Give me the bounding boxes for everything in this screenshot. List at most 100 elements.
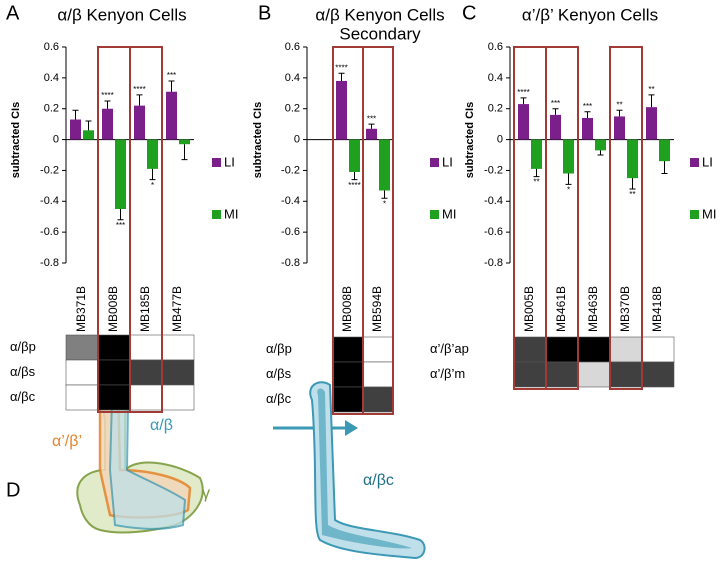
- y-axis-label: subtracted CIs: [252, 102, 264, 178]
- row-label: α/βc: [10, 389, 36, 404]
- heatmap-cell: [333, 387, 363, 412]
- heatmap-cell: [363, 362, 393, 387]
- heatmap-cell: [66, 385, 98, 410]
- bar: [349, 140, 360, 172]
- y-tick-label: -0.2: [281, 164, 300, 176]
- y-axis-label: subtracted CIs: [10, 102, 22, 178]
- y-tick-label: -0.6: [281, 226, 300, 238]
- x-tick-label: MB461B: [554, 286, 568, 332]
- significance: ****: [335, 63, 347, 72]
- y-tick-label: 0: [294, 133, 300, 145]
- heatmap-cell: [66, 335, 98, 360]
- heatmap-cell: [98, 335, 130, 360]
- heatmap-cell: [610, 337, 642, 362]
- significance: ***: [583, 102, 592, 111]
- legend-marker: [430, 158, 439, 167]
- legend-marker: [430, 210, 439, 219]
- legend-label: MI: [442, 206, 456, 221]
- y-tick-label: 0.6: [44, 41, 59, 53]
- bar: [563, 140, 574, 174]
- bar: [147, 140, 158, 169]
- chart-title: α/β Kenyon Cells: [315, 5, 444, 24]
- heatmap-cell: [66, 360, 98, 385]
- y-tick-label: 0.6: [488, 41, 503, 53]
- y-tick-label: -0.4: [40, 195, 59, 207]
- bar: [134, 106, 145, 140]
- x-tick-label: MB463B: [586, 286, 600, 332]
- y-tick-label: 0: [53, 133, 59, 145]
- bar: [366, 129, 377, 140]
- diagram-label: α’/β’: [52, 433, 82, 450]
- diagram-label: α/βc: [363, 472, 394, 489]
- significance: ****: [348, 181, 360, 190]
- heatmap-cell: [98, 360, 130, 385]
- bar: [659, 140, 670, 162]
- x-tick-label: MB477B: [170, 286, 184, 332]
- bar: [115, 140, 126, 209]
- y-tick-label: 0: [497, 133, 503, 145]
- significance: ***: [551, 99, 560, 108]
- error-bar: [534, 169, 540, 177]
- diagram-label: γ: [202, 485, 210, 502]
- significance: *: [567, 185, 570, 194]
- error-bar: [649, 95, 655, 107]
- bar: [379, 140, 390, 191]
- y-tick-label: -0.8: [40, 257, 59, 269]
- legend-marker: [212, 158, 221, 167]
- y-axis-label: subtracted CIs: [464, 102, 476, 178]
- row-label: α/βs: [266, 366, 292, 381]
- bar: [550, 115, 561, 140]
- heatmap-cell: [333, 337, 363, 362]
- panel: Aα/β Kenyon Cellssubtracted CIs0.60.40.2…: [6, 2, 238, 412]
- heatmap-cell: [130, 360, 162, 385]
- significance: ****: [101, 91, 113, 100]
- bar: [646, 107, 657, 139]
- y-tick-label: -0.2: [484, 164, 503, 176]
- error-bar: [521, 98, 527, 104]
- error-bar: [169, 81, 175, 92]
- error-bar: [662, 161, 668, 173]
- heatmap-cell: [546, 337, 578, 362]
- y-tick-label: 0.4: [44, 72, 59, 84]
- bar: [627, 140, 638, 179]
- heatmap-cell: [162, 335, 194, 360]
- error-bar: [339, 73, 345, 81]
- error-bar: [382, 190, 388, 198]
- bar: [70, 120, 81, 140]
- error-bar: [182, 144, 188, 159]
- row-label: α’/β’ap: [430, 341, 469, 356]
- bar: [614, 116, 625, 139]
- significance: **: [533, 178, 539, 187]
- bar: [166, 92, 177, 140]
- significance: **: [616, 100, 622, 109]
- heatmap-cell: [130, 385, 162, 410]
- legend-marker: [690, 158, 699, 167]
- legend-label: LI: [442, 154, 453, 169]
- x-tick-label: MB594B: [370, 286, 384, 332]
- heatmap-cell: [642, 337, 674, 362]
- heatmap-cell: [610, 362, 642, 387]
- error-bar: [553, 109, 559, 115]
- y-tick-label: -0.8: [281, 257, 300, 269]
- y-tick-label: -0.2: [40, 164, 59, 176]
- error-bar: [617, 110, 623, 116]
- panel-letter: C: [462, 2, 476, 24]
- error-bar: [566, 174, 572, 185]
- legend-label: LI: [224, 154, 235, 169]
- y-tick-label: -0.4: [484, 195, 503, 207]
- bar: [582, 118, 593, 140]
- legend-label: MI: [224, 206, 238, 221]
- significance: ***: [367, 114, 376, 123]
- heatmap-cell: [363, 337, 393, 362]
- bar: [518, 104, 529, 139]
- x-tick-label: MB371B: [74, 286, 88, 332]
- x-tick-label: MB008B: [340, 286, 354, 332]
- y-tick-label: 0.2: [285, 103, 300, 115]
- y-tick-label: 0.4: [488, 72, 503, 84]
- x-tick-label: MB008B: [106, 286, 120, 332]
- heatmap-cell: [162, 385, 194, 410]
- significance: *: [151, 181, 154, 190]
- diagram-label: α/β: [150, 417, 173, 434]
- legend-label: LI: [702, 154, 713, 169]
- row-label: α/βs: [10, 364, 36, 379]
